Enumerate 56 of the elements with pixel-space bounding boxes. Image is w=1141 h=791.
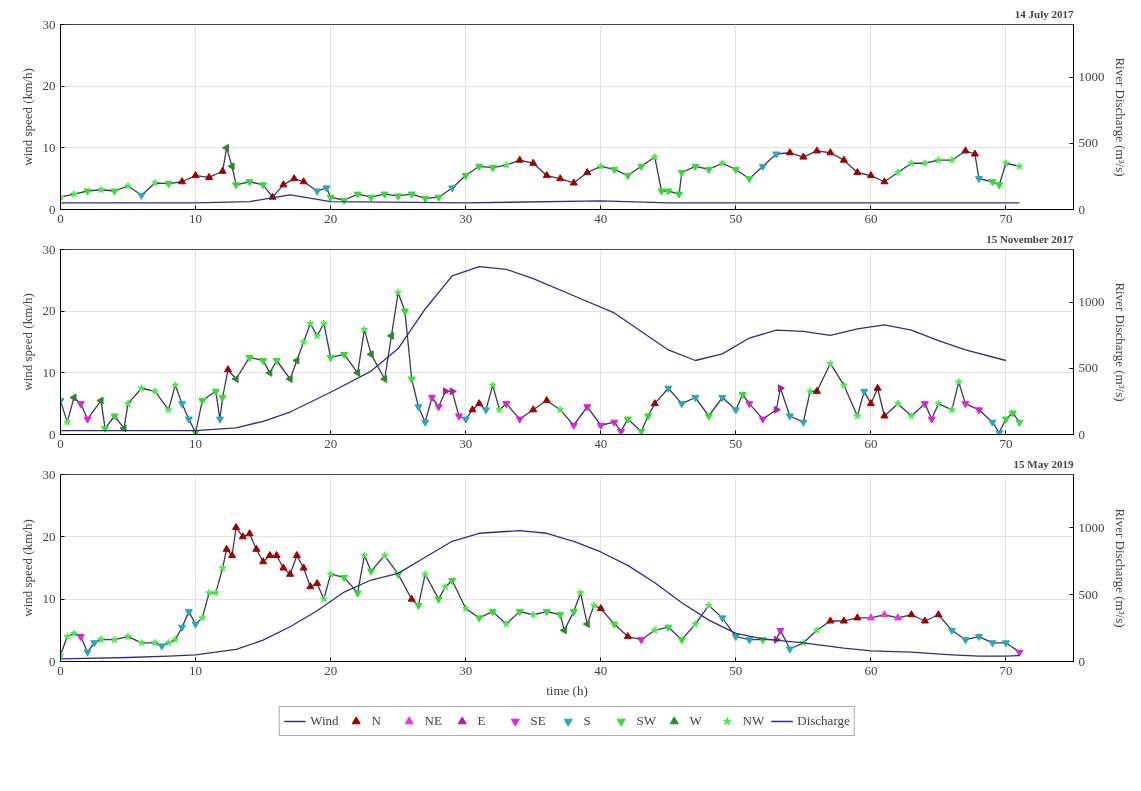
y-tick-label: 20 <box>42 303 56 319</box>
x-tick-label: 70 <box>999 210 1013 226</box>
y-tick-label: 30 <box>42 16 56 32</box>
legend-label: W <box>689 713 703 729</box>
y2-tick-label: 1000 <box>1078 294 1105 310</box>
y-tick-label: 20 <box>42 78 56 94</box>
y2-axis-title: River Discharge (m³/s) <box>1112 282 1128 402</box>
legend-label: E <box>477 713 487 729</box>
x-tick-label: 30 <box>459 435 473 451</box>
legend-label: NW <box>742 713 765 729</box>
chart-title: 14 July 2017 <box>1014 7 1074 20</box>
y-tick-label: 30 <box>42 241 56 257</box>
x-tick-label: 20 <box>324 435 338 451</box>
x-tick-label: 40 <box>594 435 608 451</box>
x-tick-label: 50 <box>729 662 743 678</box>
chart-title: 15 November 2017 <box>986 232 1074 245</box>
y-axis-title: wind speed (km/h) <box>19 293 35 391</box>
x-tick-label: 70 <box>999 662 1013 678</box>
x-tick-label: 60 <box>864 210 878 226</box>
y-tick-label: 10 <box>42 591 56 607</box>
x-tick-label: 30 <box>459 210 473 226</box>
x-tick-label: 70 <box>999 435 1013 451</box>
x-tick-label: 10 <box>189 662 203 678</box>
y2-tick-label: 500 <box>1078 135 1098 151</box>
legend-label: Discharge <box>797 713 850 729</box>
chart-title: 15 May 2019 <box>1013 457 1074 470</box>
y-tick-label: 20 <box>42 528 56 544</box>
legend-label: SW <box>636 713 657 729</box>
y2-tick-label: 500 <box>1078 360 1098 376</box>
x-tick-label: 10 <box>189 435 203 451</box>
x-tick-label: 30 <box>459 662 473 678</box>
y-tick-label: 30 <box>42 466 56 482</box>
y2-axis-title: River Discharge (m³/s) <box>1112 57 1128 177</box>
x-tick-label: 40 <box>594 662 608 678</box>
x-tick-label: 60 <box>864 662 878 678</box>
y2-axis-title: River Discharge (m³/s) <box>1112 508 1128 628</box>
y2-tick-label: 1000 <box>1078 69 1105 85</box>
legend-label: N <box>371 713 382 729</box>
x-tick-label: 50 <box>729 435 743 451</box>
x-tick-label: 20 <box>324 210 338 226</box>
y-axis-title: wind speed (km/h) <box>19 519 35 617</box>
y-tick-label: 10 <box>42 139 56 155</box>
y-axis-title: wind speed (km/h) <box>19 68 35 166</box>
x-axis-title: time (h) <box>546 682 588 698</box>
x-tick-label: 50 <box>729 210 743 226</box>
x-tick-label: 60 <box>864 435 878 451</box>
x-tick-label: 20 <box>324 662 338 678</box>
legend-label: SE <box>530 713 547 729</box>
x-tick-label: 10 <box>189 210 203 226</box>
x-tick-label: 40 <box>594 210 608 226</box>
y-tick-label: 10 <box>42 364 56 380</box>
legend-label: Wind <box>310 713 339 729</box>
legend-label: NE <box>424 713 443 729</box>
y2-tick-label: 1000 <box>1078 519 1105 535</box>
legend-label: S <box>583 713 592 729</box>
y2-tick-label: 500 <box>1078 586 1098 602</box>
